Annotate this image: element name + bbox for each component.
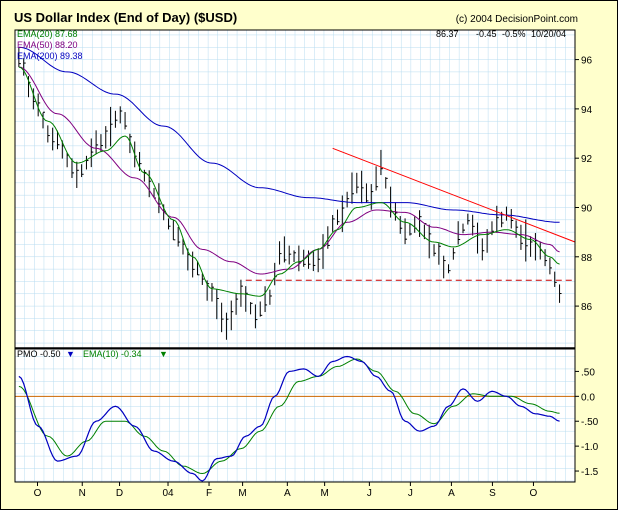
legend-pmo-signal-arrow-icon: ▼ (159, 349, 168, 359)
pmo-y-tick-label: 0.0 (581, 392, 595, 403)
ema20-line (18, 66, 560, 297)
x-tick-label: N (79, 488, 86, 499)
x-tick-label: S (489, 488, 496, 499)
y-tick-label: 92 (581, 154, 593, 165)
last-close: 86.37 (436, 29, 459, 39)
pmo-y-tick-label: .50 (581, 367, 595, 378)
x-tick-label: O (34, 488, 42, 499)
ema200-line (18, 46, 560, 223)
x-tick-label: M (320, 488, 328, 499)
legend-pmo: PMO -0.50 (17, 349, 61, 359)
x-tick-label: 04 (162, 488, 174, 499)
x-tick-label: M (238, 488, 246, 499)
y-tick-label: 88 (581, 253, 593, 264)
last-date: 10/20/04 (531, 29, 566, 39)
x-tick-label: J (367, 488, 372, 499)
x-tick-label: D (116, 488, 123, 499)
x-tick-label: O (530, 488, 538, 499)
copyright-text: (c) 2004 DecisionPoint.com (456, 14, 578, 25)
legend-ema200: EMA(200) 89.38 (17, 51, 83, 61)
x-tick-label: A (448, 488, 455, 499)
declining-trendline (332, 147, 576, 243)
chart-title: US Dollar Index (End of Day) ($USD) (14, 10, 237, 25)
last-change: -0.45 (476, 29, 497, 39)
x-tick-label: J (408, 488, 413, 499)
legend-ema20: EMA(20) 87.68 (17, 29, 78, 39)
legend-ema50: EMA(50) 88.20 (17, 40, 78, 50)
legend: EMA(20) 87.68 EMA(50) 88.20 EMA(200) 89.… (17, 29, 168, 359)
pmo-y-tick-label: -.50 (581, 417, 599, 428)
pmo-line (18, 355, 560, 482)
legend-pmo-arrow-icon: ▼ (66, 349, 75, 359)
y-tick-label: 90 (581, 203, 593, 214)
last-quote: 86.37 -0.45 -0.5% 10/20/04 (436, 29, 566, 39)
pmo-panel-border (14, 348, 576, 483)
y-tick-label: 86 (581, 302, 593, 313)
y-tick-label: 96 (581, 56, 593, 67)
x-tick-label: F (206, 488, 212, 499)
pmo-y-tick-label: -1.5 (581, 467, 599, 478)
y-tick-label: 94 (581, 105, 593, 116)
pmo-y-tick-label: -1.0 (581, 442, 599, 453)
legend-pmo-signal: EMA(10) -0.34 (83, 349, 142, 359)
x-tick-label: A (284, 488, 291, 499)
ema50-line (18, 66, 560, 275)
last-pct-change: -0.5% (502, 29, 526, 39)
